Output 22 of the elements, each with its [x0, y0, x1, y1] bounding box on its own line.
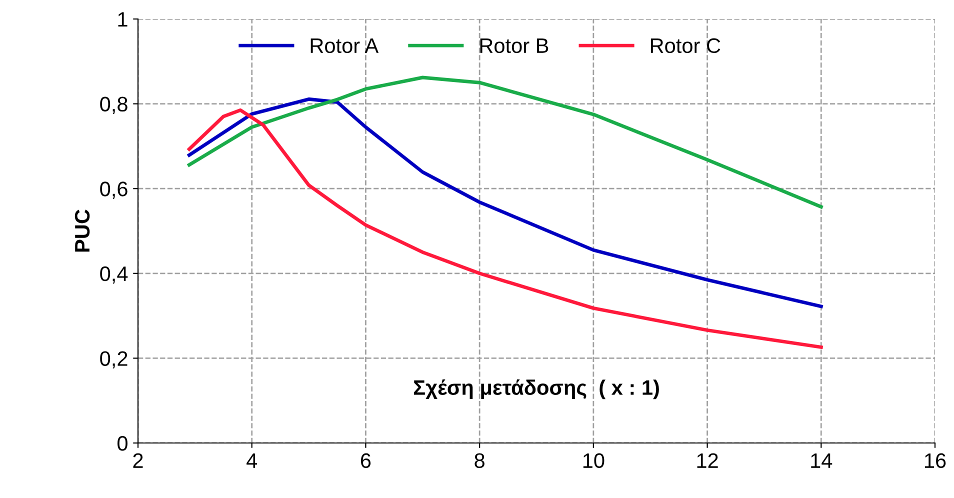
legend-label: Rotor C	[650, 38, 720, 54]
legend-label: Rotor A	[310, 38, 379, 54]
x-tick-label: 2	[133, 453, 143, 468]
y-tick-label: 0	[118, 436, 128, 451]
y-tick-label: 0,8	[100, 96, 128, 114]
line-series	[188, 97, 823, 308]
y-tick-label: 1	[118, 12, 128, 27]
x-tick-label: 14	[811, 453, 832, 468]
x-tick-label: 12	[697, 453, 718, 468]
y-tick-label: 0,4	[100, 266, 128, 284]
legend-label: Rotor B	[480, 38, 548, 54]
line-series	[188, 108, 823, 349]
x-axis-title: Σχέση μετάδοσης ( x : 1)	[414, 379, 659, 400]
x-tick-label: 10	[583, 453, 604, 468]
line-series	[188, 76, 823, 209]
y-tick-label: 0,6	[100, 182, 128, 199]
y-axis-title: PUC	[74, 210, 90, 252]
y-tick-label: 0,2	[100, 351, 128, 368]
x-tick-label: 6	[360, 453, 371, 468]
x-tick-label: 16	[925, 453, 946, 468]
x-tick-label: 4	[246, 453, 258, 468]
x-tick-label: 8	[474, 453, 484, 468]
